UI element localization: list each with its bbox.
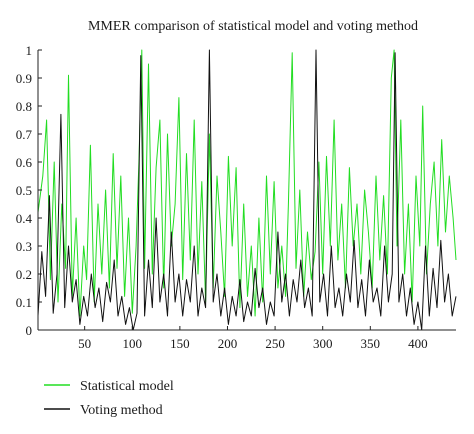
y-tick-label: 0.4 <box>16 211 33 226</box>
y-tick-label: 0.7 <box>16 127 33 142</box>
x-tick-label: 150 <box>170 336 190 351</box>
legend-label-statistical-model: Statistical model <box>80 379 174 394</box>
y-axis-ticks: 0 0.1 0.2 0.3 0.4 0.5 0.6 0.7 0.8 0.9 1 <box>16 43 42 338</box>
x-axis-ticks: 50 100 150 200 250 300 350 400 <box>78 326 428 351</box>
x-tick-label: 300 <box>313 336 333 351</box>
y-tick-label: 0.5 <box>16 183 32 198</box>
legend-item-statistical-model: Statistical model <box>44 379 174 394</box>
y-tick-label: 0.1 <box>16 295 32 310</box>
series-layer <box>37 49 457 331</box>
y-tick-label: 1 <box>26 43 33 58</box>
y-tick-label: 0.9 <box>16 71 32 86</box>
y-tick-label: 0 <box>26 323 33 338</box>
y-tick-label: 0.8 <box>16 99 32 114</box>
y-tick-label: 0.3 <box>16 239 32 254</box>
x-tick-label: 100 <box>123 336 143 351</box>
x-tick-label: 200 <box>218 336 238 351</box>
legend-item-voting-method: Voting method <box>44 403 163 418</box>
series-line-statistical-model <box>37 49 457 317</box>
x-tick-label: 50 <box>78 336 91 351</box>
chart-title: MMER comparison of statistical model and… <box>88 19 418 34</box>
legend: Statistical model Voting method <box>44 379 174 418</box>
y-tick-label: 0.6 <box>16 155 33 170</box>
x-tick-label: 350 <box>361 336 381 351</box>
x-tick-label: 400 <box>408 336 428 351</box>
series-line-voting-method <box>37 49 457 331</box>
y-tick-label: 0.2 <box>16 267 32 282</box>
x-tick-label: 250 <box>265 336 285 351</box>
legend-label-voting-method: Voting method <box>80 403 163 418</box>
